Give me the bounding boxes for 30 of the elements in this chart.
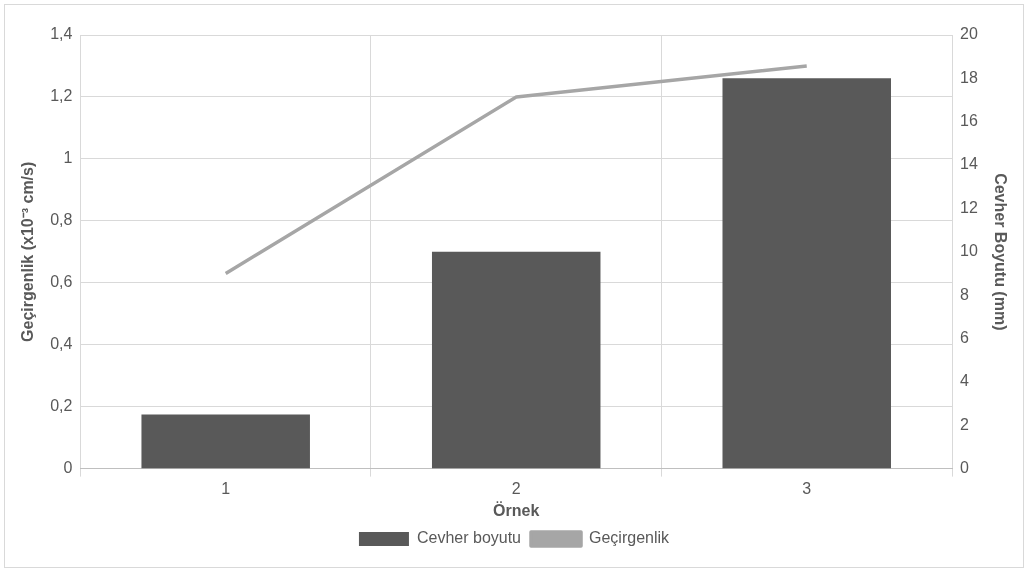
y-tick-label: 1,2 <box>50 87 73 105</box>
x-axis-title: Örnek <box>493 500 540 519</box>
bar <box>141 414 310 469</box>
y2-tick-label: 4 <box>960 372 969 390</box>
y-tick-label: 0,6 <box>50 273 73 291</box>
y2-tick-label: 6 <box>960 328 969 346</box>
legend-label: Cevher boyutu <box>416 529 522 547</box>
y-axis-title: Geçirgenlik (x10⁻³ cm/s) <box>19 161 37 342</box>
x-tick-label: 1 <box>221 479 231 497</box>
y-tick-label: 1 <box>63 149 73 167</box>
y-tick-label: 0,8 <box>50 211 73 229</box>
y2-tick-label: 8 <box>960 285 969 303</box>
x-tick-label: 2 <box>511 479 521 497</box>
y2-tick-label: 14 <box>960 155 978 173</box>
bar <box>431 251 601 469</box>
y2-tick-label: 2 <box>960 415 969 433</box>
bar <box>722 78 891 469</box>
y-tick-label: 1,4 <box>50 25 73 43</box>
legend-label: Geçirgenlik <box>589 529 671 547</box>
y2-tick-label: 0 <box>960 459 969 477</box>
y2-tick-label: 20 <box>960 25 978 43</box>
y2-axis-title: Cevher Boyutu (mm) <box>991 173 1009 331</box>
y2-tick-label: 16 <box>960 112 978 130</box>
y2-tick-label: 10 <box>960 242 978 260</box>
y-tick-label: 0,4 <box>50 335 73 353</box>
y2-tick-label: 18 <box>960 68 978 86</box>
x-tick-label: 3 <box>802 479 812 497</box>
y-tick-label: 0 <box>63 459 73 477</box>
y2-tick-label: 12 <box>960 198 978 216</box>
y-tick-label: 0,2 <box>50 397 73 415</box>
